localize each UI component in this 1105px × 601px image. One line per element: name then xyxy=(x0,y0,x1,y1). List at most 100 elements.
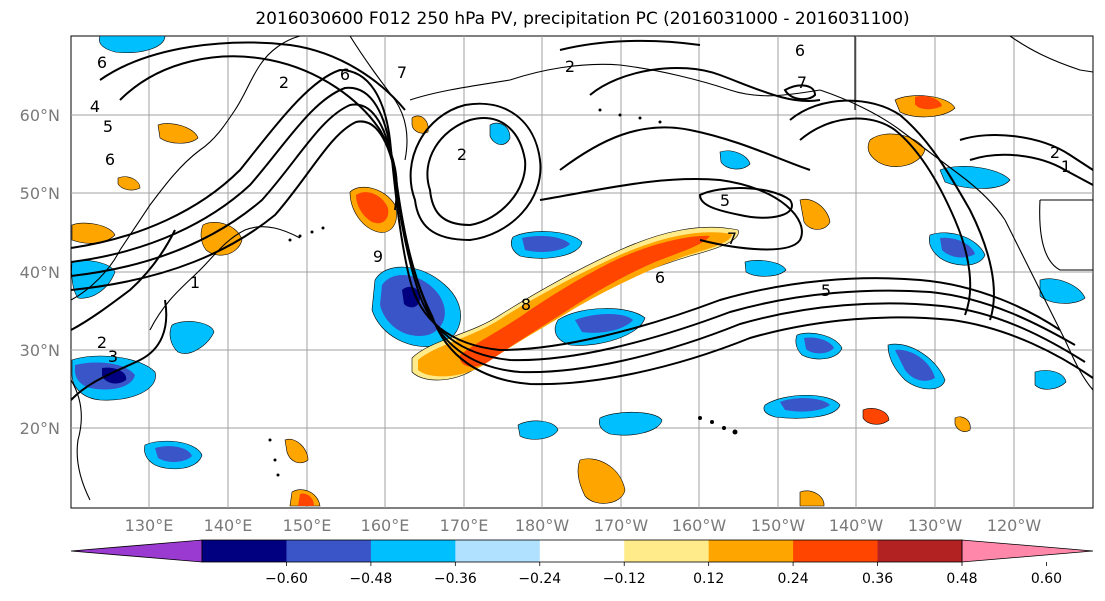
colorbar-tick-label: −0.24 xyxy=(518,571,561,587)
contour-label: 5 xyxy=(103,117,113,136)
lat-label: 40°N xyxy=(20,263,60,282)
colorbar-tick-labels: −0.60 −0.48 −0.36 −0.24 −0.12 0.12 0.24 0.36 0.4… xyxy=(265,562,1062,587)
contour-label: 1 xyxy=(1061,157,1071,176)
colorbar-tick-label: −0.48 xyxy=(349,571,392,587)
contour-label: 1 xyxy=(190,273,200,292)
longitude-labels: 130°E 140°E 150°E 160°E 170°E 180°W 170°W 160°W… xyxy=(125,516,1042,535)
colorbar-tick-label: −0.36 xyxy=(434,571,477,587)
lat-label: 50°N xyxy=(20,184,60,203)
neg-anomaly-center xyxy=(102,367,127,384)
colorbar-segment xyxy=(708,540,794,562)
neg-anomaly-blob xyxy=(719,150,751,170)
contour-label: 5 xyxy=(720,191,730,210)
contour-label: 7 xyxy=(797,73,807,92)
lat-label: 60°N xyxy=(20,106,60,125)
colorbar-segment xyxy=(539,540,625,562)
contour-label: 8 xyxy=(521,295,531,314)
colorbar-extend-high xyxy=(961,539,1094,563)
colorbar xyxy=(70,539,1094,563)
neg-anomaly-core xyxy=(575,314,633,333)
contour-label: 7 xyxy=(727,229,737,248)
pos-anomaly-core xyxy=(356,192,389,224)
colorbar-segment xyxy=(455,540,541,562)
neg-anomaly-core xyxy=(895,349,935,381)
contour-label: 5 xyxy=(821,281,831,300)
colorbar-tick-label: −0.60 xyxy=(265,571,308,587)
pos-anomaly-blob xyxy=(157,123,199,144)
pos-anomaly-core xyxy=(915,96,942,110)
pos-anomaly-blob xyxy=(867,133,926,167)
contour-label: 2 xyxy=(565,57,575,76)
lon-label: 140°E xyxy=(204,516,253,535)
colorbar-tick-label: 0.60 xyxy=(1031,571,1062,587)
colorbar-tick-label: 0.36 xyxy=(862,571,893,587)
pos-anomaly-blob xyxy=(411,115,429,134)
map-title: 2016030600 F012 250 hPa PV, precipitatio… xyxy=(255,9,910,29)
neg-anomaly-blob xyxy=(1039,278,1086,304)
pos-anomaly-blob xyxy=(200,221,243,256)
colorbar-tick-label: −0.12 xyxy=(603,571,646,587)
lon-label: 170°W xyxy=(594,516,649,535)
neg-anomaly-blob xyxy=(99,36,166,53)
contour-label: 7 xyxy=(397,63,407,82)
contour-label: 6 xyxy=(340,65,350,84)
pos-anomaly-blob xyxy=(954,416,971,432)
colorbar-tick-label: 0.48 xyxy=(946,571,977,587)
neg-anomaly-center xyxy=(402,286,420,308)
neg-anomaly-blob xyxy=(939,166,1011,189)
lon-label: 170°E xyxy=(440,516,489,535)
neg-anomaly-blob xyxy=(517,420,559,440)
pos-anomaly-blob xyxy=(862,408,890,425)
lon-label: 140°W xyxy=(829,516,884,535)
contour-label: 2 xyxy=(279,73,289,92)
coastlines xyxy=(71,36,1093,501)
lat-label: 20°N xyxy=(20,419,60,438)
lon-label: 130°W xyxy=(908,516,963,535)
pos-anomaly-core xyxy=(459,235,710,367)
colorbar-segment xyxy=(624,540,710,562)
colorbar-segment xyxy=(877,540,963,562)
pos-anomaly-core xyxy=(298,493,314,506)
contour-label: 2 xyxy=(97,333,107,352)
neg-anomaly-blob xyxy=(1034,370,1067,390)
pos-anomaly-blob xyxy=(117,176,141,191)
neg-anomaly-blob xyxy=(744,260,787,277)
lon-label: 130°E xyxy=(125,516,174,535)
colorbar-tick-label: 0.24 xyxy=(778,571,809,587)
contour-label: 6 xyxy=(97,53,107,72)
pos-anomaly-blob xyxy=(71,222,116,244)
colorbar-segment xyxy=(793,540,879,562)
lon-label: 160°E xyxy=(361,516,410,535)
neg-anomaly-core xyxy=(522,236,570,252)
colorbar-segment xyxy=(286,540,372,562)
pos-anomaly-blob xyxy=(799,198,831,230)
lat-label: 30°N xyxy=(20,341,60,360)
pos-anomaly-blob xyxy=(577,458,626,504)
pos-anomaly-blob xyxy=(799,490,825,507)
colorbar-tick-label: 0.12 xyxy=(693,571,724,587)
contour-label: 3 xyxy=(108,347,118,366)
contour-label: 2 xyxy=(457,145,467,164)
contour-label: 6 xyxy=(795,41,805,60)
neg-anomaly-core xyxy=(804,337,834,354)
neg-anomaly-blob xyxy=(599,411,663,436)
neg-anomaly-core xyxy=(780,398,830,412)
contour-label: 9 xyxy=(373,247,383,266)
contour-label: 6 xyxy=(655,268,665,287)
neg-anomaly-blob xyxy=(489,122,511,145)
pv-contours xyxy=(71,39,1093,401)
latitude-labels: 60°N 50°N 40°N 30°N 20°N xyxy=(20,106,60,438)
colorbar-outline xyxy=(201,539,963,563)
colorbar-extend-low xyxy=(70,539,203,563)
contour-label: 4 xyxy=(90,97,100,116)
neg-anomaly-core xyxy=(155,446,192,462)
colorbar-segment xyxy=(202,540,287,562)
pos-anomaly-blob xyxy=(284,438,309,464)
lon-label: 150°E xyxy=(283,516,332,535)
colorbar-segment xyxy=(370,540,456,562)
lon-label: 180°W xyxy=(515,516,570,535)
lon-label: 160°W xyxy=(672,516,727,535)
island-chains xyxy=(268,108,738,477)
